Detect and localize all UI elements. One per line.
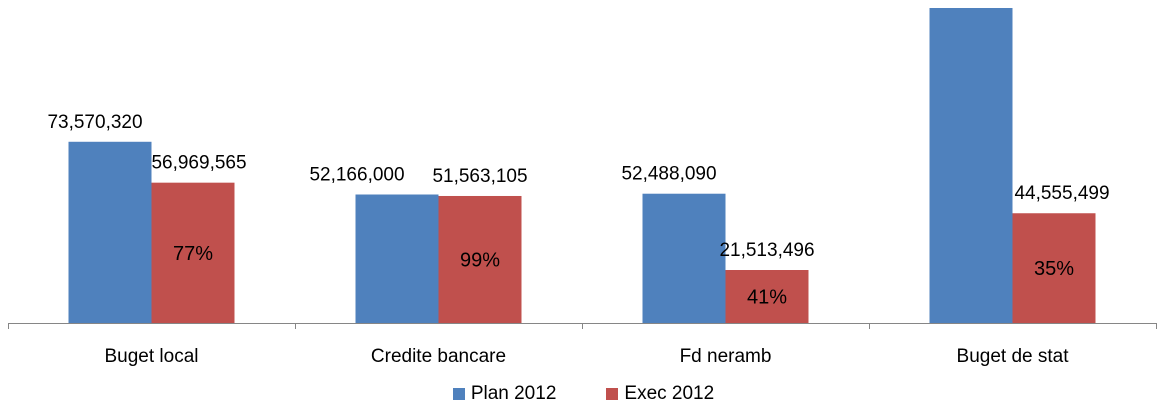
- bar-exec-2012: [725, 270, 809, 323]
- legend-label-exec: Exec 2012: [624, 383, 715, 404]
- percent-label: 77%: [173, 243, 213, 265]
- x-tick-label: Fd neramb: [680, 346, 772, 367]
- data-label-exec: 51,563,105: [432, 166, 527, 187]
- legend-label-plan: Plan 2012: [470, 383, 557, 404]
- legend-item-plan: Plan 2012: [452, 383, 557, 405]
- bars-layer: [68, 8, 1096, 323]
- bar-plan-2012: [355, 194, 439, 323]
- percent-label: 35%: [1034, 258, 1074, 280]
- percent-label: 99%: [460, 249, 500, 271]
- data-label-plan: 52,488,090: [621, 164, 716, 185]
- bar-chart: Buget local Credite bancare Fd neramb Buget…: [8, 8, 1157, 367]
- data-label-exec: 21,513,496: [719, 240, 814, 261]
- data-label-plan: 52,166,000: [309, 165, 404, 186]
- data-label-exec: 56,969,565: [151, 153, 246, 174]
- data-label-exec: 44,555,499: [1014, 183, 1109, 204]
- data-labels-layer: 73,570,320 56,969,565 77% 52,166,000 51,563,…: [47, 112, 1109, 309]
- x-tick-label: Buget local: [104, 346, 198, 367]
- legend-swatch-exec: [606, 388, 619, 400]
- x-tick-label: Buget de stat: [957, 346, 1070, 367]
- bar-plan-2012: [929, 8, 1013, 323]
- bar-exec-2012: [438, 195, 522, 323]
- legend-swatch-plan: [452, 388, 465, 400]
- bar-exec-2012: [1012, 213, 1096, 323]
- legend: Plan 2012 Exec 2012: [0, 383, 1167, 405]
- legend-item-exec: Exec 2012: [606, 383, 714, 405]
- data-label-plan: 73,570,320: [47, 112, 142, 133]
- percent-label: 41%: [747, 287, 787, 309]
- bar-plan-2012: [642, 193, 726, 323]
- x-tick-label: Credite bancare: [371, 346, 506, 367]
- bar-exec-2012: [151, 182, 235, 323]
- bar-plan-2012: [68, 141, 152, 323]
- x-axis: Buget local Credite bancare Fd neramb Buget…: [8, 323, 1157, 367]
